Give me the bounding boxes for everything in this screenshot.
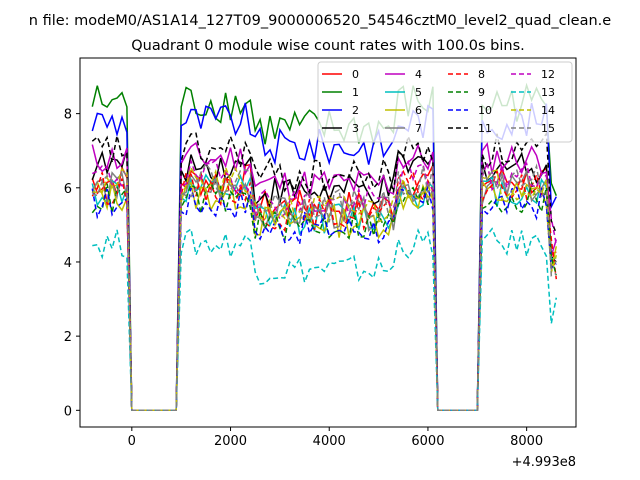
x-offset-label: +4.993e8	[512, 455, 576, 470]
y-tick-label: 6	[64, 182, 72, 197]
legend-label-7: 7	[415, 122, 422, 135]
legend-label-13: 13	[541, 86, 555, 99]
series-line-15	[92, 162, 557, 412]
plot-frame	[79, 57, 577, 428]
y-axis: 0 2 4 6 8	[64, 108, 80, 419]
figure-suptitle: n file: modeM0/AS1A14_127T09_9000006520_…	[29, 13, 612, 29]
x-tick-label: 6000	[411, 434, 444, 449]
legend-label-12: 12	[541, 68, 555, 81]
legend-label-1: 1	[352, 86, 359, 99]
series-line-12	[91, 158, 558, 412]
legend-label-6: 6	[415, 104, 422, 117]
legend-label-11: 11	[478, 122, 492, 135]
legend-label-8: 8	[478, 68, 485, 81]
plot-lines	[91, 82, 558, 412]
x-tick-label: 0	[128, 434, 136, 449]
y-tick-label: 2	[64, 330, 72, 345]
legend-label-5: 5	[415, 86, 422, 99]
legend-label-10: 10	[478, 104, 492, 117]
x-tick-label: 2000	[214, 434, 247, 449]
legend-label-3: 3	[352, 122, 359, 135]
y-tick-label: 0	[64, 404, 72, 419]
legend-box	[317, 61, 573, 143]
legend-label-14: 14	[541, 104, 555, 117]
legend-label-0: 0	[352, 68, 359, 81]
legend-label-4: 4	[415, 68, 422, 81]
chart-title: Quadrant 0 module wise count rates with …	[131, 38, 525, 54]
y-tick-label: 4	[64, 256, 72, 271]
y-tick-label: 8	[64, 108, 72, 123]
x-tick-label: 8000	[510, 434, 543, 449]
x-tick-label: 4000	[313, 434, 346, 449]
series-line-14	[92, 164, 558, 412]
legend-label-15: 15	[541, 122, 555, 135]
legend-label-9: 9	[478, 86, 485, 99]
x-axis: 0 2000 4000 6000 8000	[128, 427, 543, 449]
legend-label-2: 2	[352, 104, 359, 117]
